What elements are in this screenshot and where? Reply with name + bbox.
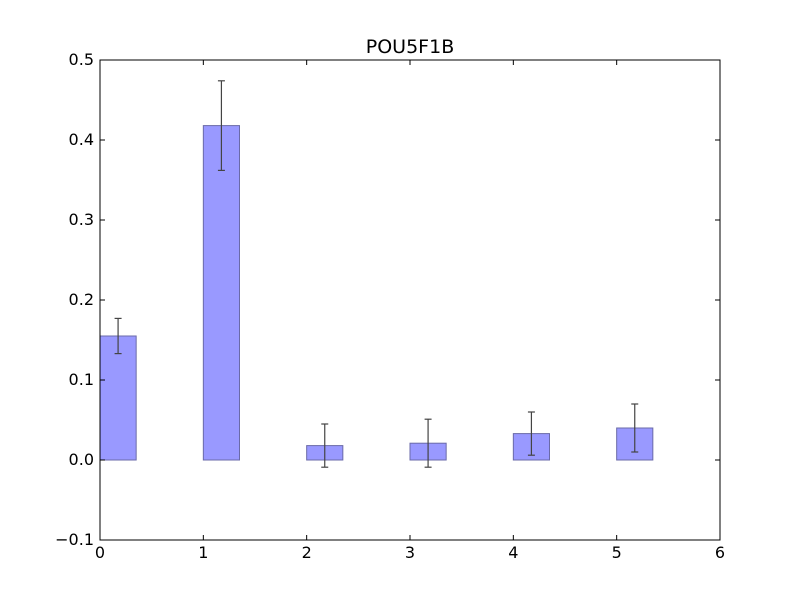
chart-title: POU5F1B <box>366 36 454 58</box>
y-tick-label-6: 0.5 <box>69 50 94 69</box>
errorbar-0 <box>114 317 122 355</box>
x-tick-label-1: 1 <box>198 543 208 562</box>
x-tick-label-3: 3 <box>405 543 415 562</box>
errorbar-4 <box>527 411 535 456</box>
tick-labels-layer: 0 1 2 3 4 5 6 −0.1 0.0 0.1 0.2 0.3 0.4 0.5 <box>55 50 725 562</box>
y-tick-label-3: 0.2 <box>69 290 94 309</box>
bar-0 <box>99 335 137 461</box>
y-tick-label-5: 0.4 <box>69 130 94 149</box>
x-tick-label-2: 2 <box>302 543 312 562</box>
ticks-layer <box>99 59 721 541</box>
bars-layer <box>99 125 654 461</box>
errorbar-3 <box>424 418 432 468</box>
errorbar-5 <box>631 403 639 453</box>
errorbars-layer <box>114 80 639 468</box>
y-tick-label-1: 0.0 <box>69 450 94 469</box>
y-tick-label-4: 0.3 <box>69 210 94 229</box>
errorbar-1 <box>217 80 225 171</box>
x-tick-label-5: 5 <box>612 543 622 562</box>
y-tick-label-2: 0.1 <box>69 370 94 389</box>
errorbar-2 <box>321 423 329 468</box>
bar-1 <box>202 125 240 461</box>
plot-frame <box>99 59 721 541</box>
x-tick-label-0: 0 <box>95 543 105 562</box>
x-tick-label-4: 4 <box>508 543 518 562</box>
x-tick-label-6: 6 <box>715 543 725 562</box>
y-tick-label-0: −0.1 <box>55 530 94 549</box>
